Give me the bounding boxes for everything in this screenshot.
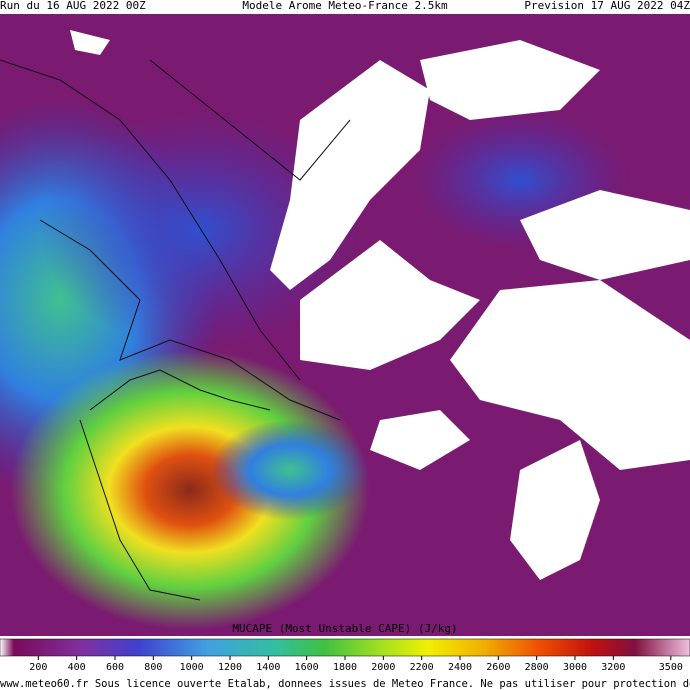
run-label: Run du 16 AUG 2022 00Z <box>0 0 146 12</box>
colorbar-tick-label: 800 <box>144 662 162 673</box>
colorbar-tick-label: 2800 <box>525 662 549 673</box>
colorbar-tick-label: 2600 <box>486 662 510 673</box>
colorbar-tick-label: 1600 <box>295 662 319 673</box>
map-field <box>0 14 690 636</box>
colorbar-tick-label: 400 <box>68 662 86 673</box>
colorbar-tick-label: 3000 <box>563 662 587 673</box>
colorbar <box>0 638 690 657</box>
colorbar-tick-label: 2000 <box>371 662 395 673</box>
colorbar-tick-label: 3200 <box>601 662 625 673</box>
colorbar-title: MUCAPE (Most Unstable CAPE) (J/kg) <box>232 622 457 635</box>
colorbar-tick-label: 200 <box>29 662 47 673</box>
colorbar-tick-label: 600 <box>106 662 124 673</box>
model-label: Modele Arome Meteo-France 2.5km <box>242 0 448 12</box>
colorbar-tick-label: 2200 <box>410 662 434 673</box>
footer: www.meteo60.fr Sous licence ouverte Etal… <box>0 678 690 690</box>
colorbar-tick-label: 2400 <box>448 662 472 673</box>
colorbar-tick-label: 1200 <box>218 662 242 673</box>
colorbar-tick-label: 1000 <box>180 662 204 673</box>
colorbar-tick-label: 3500 <box>659 662 683 673</box>
colorbar-tick-label: 1400 <box>256 662 280 673</box>
colorbar-tick-label: 1800 <box>333 662 357 673</box>
forecast-label: Prevision 17 AUG 2022 04Z <box>524 0 690 12</box>
